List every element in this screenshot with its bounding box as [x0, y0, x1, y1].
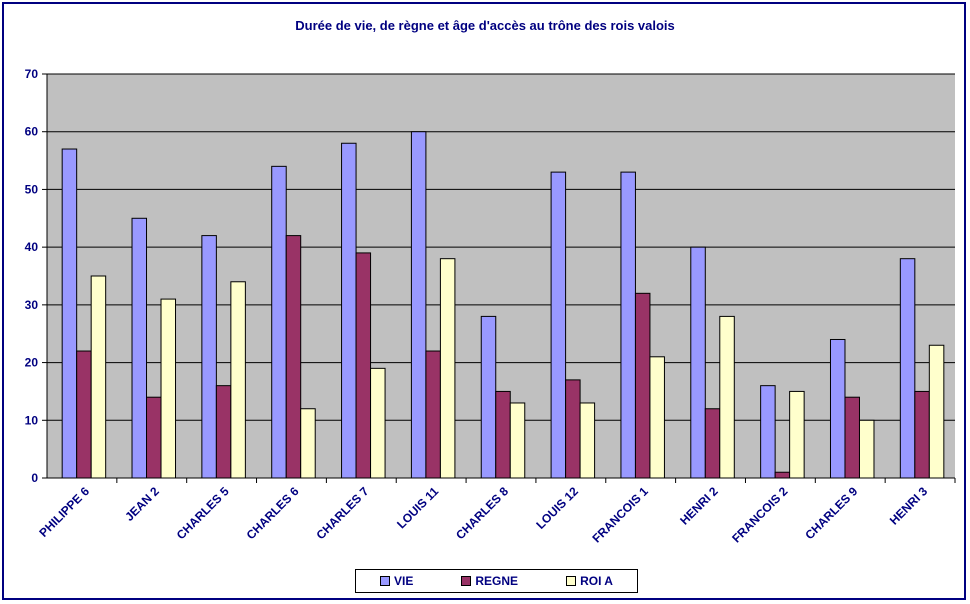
- bar-vie: [341, 142, 357, 479]
- legend-item-vie: VIE: [380, 574, 413, 588]
- bar-vie: [550, 171, 567, 479]
- bar-roi-a: [230, 281, 246, 479]
- legend-swatch-regne: [461, 576, 472, 586]
- bar-roi-a: [300, 408, 316, 479]
- bar-roi-a: [719, 315, 735, 479]
- bar-roi-a: [90, 275, 107, 479]
- bar-regne: [76, 350, 92, 479]
- x-tick-label: CHARLES 5: [174, 484, 232, 542]
- bar-vie: [61, 148, 78, 479]
- bar-roi-a: [579, 402, 596, 479]
- bar-vie: [620, 171, 636, 479]
- bar-vie: [410, 131, 427, 479]
- bar-regne: [704, 408, 721, 479]
- bar-regne: [774, 471, 791, 479]
- bar-vie: [829, 338, 846, 479]
- x-tick-label: FRANCOIS 1: [590, 484, 652, 546]
- y-tick-label: 30: [25, 298, 39, 312]
- bar-regne: [634, 292, 651, 479]
- bar-regne: [914, 390, 930, 479]
- bar-vie: [690, 246, 706, 479]
- y-tick-label: 60: [25, 125, 39, 139]
- bar-regne: [285, 235, 302, 479]
- bar-regne: [215, 385, 232, 479]
- y-tick-label: 70: [25, 67, 39, 81]
- y-tick-label: 40: [25, 240, 39, 254]
- y-tick-label: 0: [31, 471, 38, 485]
- bar-regne: [146, 396, 162, 479]
- bar-regne: [425, 350, 441, 479]
- legend-label-vie: VIE: [394, 574, 414, 588]
- legend-swatch-roi-a: [566, 576, 577, 586]
- x-tick-label: CHARLES 8: [453, 484, 511, 542]
- bar-regne: [355, 252, 372, 479]
- bar-regne: [495, 390, 511, 479]
- legend-swatch-vie: [380, 576, 390, 586]
- x-tick-label: CHARLES 7: [313, 484, 371, 542]
- bar-vie: [760, 385, 776, 479]
- legend-item-roi-a: ROI A: [566, 574, 613, 588]
- legend-label-regne: REGNE: [475, 574, 519, 588]
- y-tick-label: 10: [25, 413, 39, 427]
- bar-roi-a: [439, 258, 456, 479]
- bar-vie: [899, 258, 916, 479]
- bar-roi-a: [509, 402, 526, 479]
- bar-roi-a: [370, 367, 386, 479]
- y-tick-label: 50: [25, 182, 39, 196]
- bar-regne: [565, 379, 581, 479]
- y-tick-label: 20: [25, 356, 39, 370]
- legend-item-regne: REGNE: [461, 574, 518, 588]
- bar-roi-a: [160, 298, 177, 479]
- x-tick-label: CHARLES 6: [244, 484, 302, 542]
- bar-roi-a: [858, 419, 875, 479]
- x-tick-label: HENRI 2: [677, 484, 721, 528]
- bar-roi-a: [789, 390, 805, 479]
- bar-roi-a: [649, 356, 665, 479]
- x-tick-label: LOUIS 11: [394, 484, 441, 531]
- x-tick-label: LOUIS 12: [533, 484, 581, 532]
- x-tick-label: HENRI 3: [887, 484, 931, 528]
- x-tick-label: JEAN 2: [122, 484, 162, 524]
- x-tick-label: FRANCOIS 2: [729, 484, 791, 546]
- x-tick-label: CHARLES 9: [802, 484, 860, 542]
- bar-regne: [844, 396, 860, 479]
- bar-vie: [271, 165, 287, 479]
- legend: VIE REGNE ROI A: [355, 569, 638, 593]
- bar-vie: [201, 235, 217, 479]
- bar-vie: [131, 217, 148, 479]
- legend-label-roi-a: ROI A: [580, 574, 613, 588]
- bar-roi-a: [928, 344, 945, 479]
- bar-vie: [480, 315, 497, 479]
- chart-title: Durée de vie, de règne et âge d'accès au…: [295, 18, 675, 33]
- x-tick-label: PHILIPPE 6: [36, 484, 92, 540]
